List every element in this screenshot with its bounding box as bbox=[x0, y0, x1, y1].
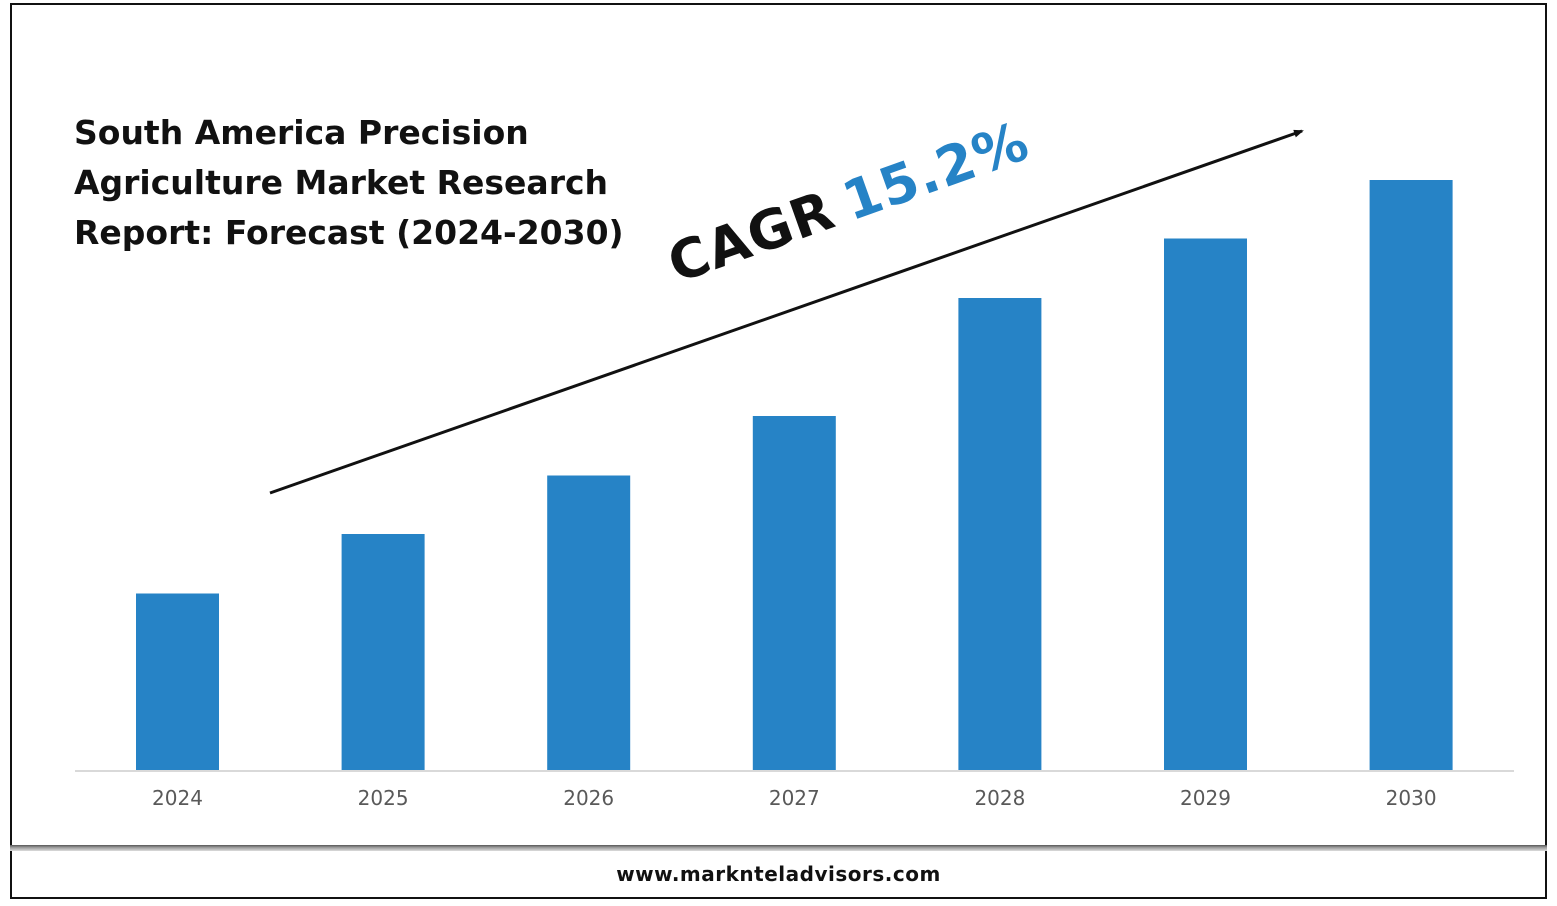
trend-arrow bbox=[269, 129, 1304, 495]
x-tick-labels: 2024 2025 2026 2027 2028 2029 2030 bbox=[152, 786, 1437, 810]
chart-title: South America Precision Agriculture Mark… bbox=[74, 108, 634, 258]
x-tick-label-2028: 2028 bbox=[974, 786, 1025, 810]
bar-2027 bbox=[752, 416, 836, 770]
x-tick-label-2025: 2025 bbox=[358, 786, 409, 810]
bar-2029 bbox=[1164, 238, 1247, 770]
bar-2028 bbox=[958, 298, 1042, 770]
chart-title-line-2: Agriculture Market Research bbox=[74, 163, 609, 202]
bar-2024 bbox=[136, 593, 219, 770]
x-tick-label-2027: 2027 bbox=[769, 786, 820, 810]
x-tick-label-2024: 2024 bbox=[152, 786, 203, 810]
footer-divider bbox=[10, 845, 1547, 851]
bar-2026 bbox=[547, 475, 631, 770]
bar-2030 bbox=[1369, 180, 1453, 770]
chart-title-line-1: South America Precision bbox=[74, 113, 529, 152]
footer-website: www.marknteladvisors.com bbox=[616, 862, 941, 886]
x-tick-label-2030: 2030 bbox=[1386, 786, 1437, 810]
bar-2025 bbox=[341, 534, 425, 770]
chart-title-line-3: Report: Forecast (2024-2030) bbox=[74, 213, 624, 252]
x-tick-label-2029: 2029 bbox=[1180, 786, 1231, 810]
x-tick-label-2026: 2026 bbox=[563, 786, 614, 810]
bar-group bbox=[136, 180, 1453, 770]
